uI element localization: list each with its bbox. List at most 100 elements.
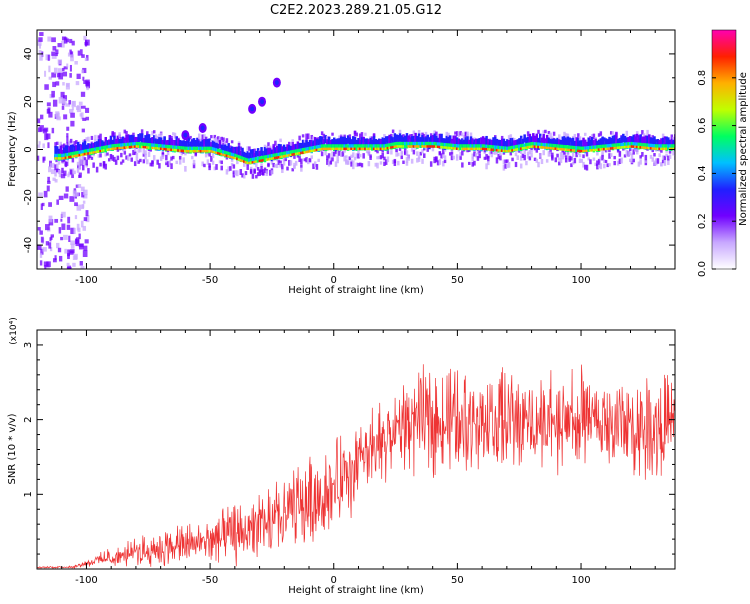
spectrogram-band-cell	[203, 139, 206, 149]
spectrogram-band-core	[435, 142, 438, 148]
spectrogram-band-peak	[492, 148, 495, 152]
colorbar-tick-label: 0.8	[697, 70, 708, 86]
spectrogram-halo-cell	[210, 155, 213, 162]
spectrogram-band-peak	[192, 149, 196, 153]
spectrogram-band-peak	[457, 147, 461, 151]
spectrogram-halo-cell	[208, 163, 211, 168]
spectrogram-noise-cell	[40, 236, 44, 243]
spectrogram-data	[37, 32, 675, 269]
spectrogram-halo-cell	[549, 147, 552, 154]
spectrogram-band-cell	[660, 138, 663, 150]
spectrogram-band-peak	[604, 147, 608, 151]
spectrogram-band-cell	[506, 139, 509, 151]
spectrogram-halo-cell	[336, 159, 339, 164]
spectrogram-band-cell	[305, 140, 308, 149]
spectrogram-band-peak	[289, 153, 293, 157]
spectrogram-band-peak	[599, 148, 603, 151]
spectrogram-noise-cell	[73, 227, 76, 235]
spectrogram-halo-cell	[478, 153, 481, 159]
spectrogram-halo-cell	[423, 153, 426, 158]
spectrogram-halo-cell	[294, 160, 298, 166]
spectrogram-band-peak	[102, 149, 106, 152]
spectrogram-halo-cell	[589, 136, 592, 140]
spectrogram-noise-cell	[62, 99, 67, 105]
spectrogram-band-cell	[625, 137, 629, 147]
spectrogram-halo-cell	[379, 155, 383, 160]
spectrogram-band-cell	[350, 139, 353, 150]
spectrogram-band-cell	[274, 147, 277, 159]
spectrogram-band-core	[102, 145, 106, 152]
spectrogram-band-cell	[601, 136, 604, 148]
spectrogram-halo-cell	[442, 148, 445, 155]
spectrogram-halo-cell	[253, 169, 256, 174]
spectrogram-band-peak	[229, 155, 232, 158]
spectrogram-band-peak	[564, 148, 568, 151]
spectrogram-band-core	[305, 147, 308, 153]
spectrogram-band-peak	[519, 147, 523, 150]
spectrogram-halo-cell	[654, 158, 658, 163]
spectrogram-band-cell	[101, 140, 104, 149]
spectrogram-band-cell	[615, 135, 618, 146]
spectrogram-band-core	[526, 142, 530, 149]
spectrogram-band-peak	[345, 147, 348, 151]
spectrogram-band-peak	[305, 150, 308, 154]
spectrogram-halo-cell	[184, 166, 187, 172]
spectrogram-noise-cell	[75, 239, 80, 247]
spectrogram-band-peak	[307, 150, 310, 153]
spectrogram-band-peak	[459, 147, 462, 151]
spectrogram-band-core	[256, 156, 260, 163]
spectrogram-noise-cell	[39, 53, 43, 61]
spectrogram-halo-cell	[448, 152, 452, 156]
spectrogram-band-peak	[549, 146, 552, 150]
spectrogram-band-peak	[575, 149, 578, 152]
spectrogram-band-peak	[355, 147, 359, 151]
spectrogram-band-core	[578, 146, 582, 153]
spectrogram-noise-cell	[38, 141, 41, 145]
spectrogram-band-peak	[561, 148, 564, 151]
spectrogram-halo-cell	[665, 153, 668, 157]
spectrogram-halo-cell	[369, 156, 372, 160]
spectrogram-halo-cell	[313, 161, 317, 167]
spectrogram-band-peak	[92, 151, 95, 154]
spectrogram-band-peak	[611, 147, 615, 150]
spectrogram-halo-cell	[357, 153, 360, 159]
spectrogram-band-core	[106, 145, 109, 151]
spectrogram-band-core	[514, 145, 518, 151]
spectrogram-band-cell	[149, 137, 153, 147]
spectrogram-halo-cell	[397, 152, 400, 157]
spectrogram-band-cell	[577, 138, 580, 150]
spectrogram-halo-cell	[629, 147, 632, 152]
spectrogram-band-peak	[480, 147, 483, 151]
spectrogram-noise-cell	[66, 262, 70, 267]
spectrogram-band-cell	[490, 139, 494, 149]
spectrogram-halo-cell	[416, 151, 419, 156]
spectrogram-halo-cell	[111, 131, 114, 137]
spectrogram-halo-cell	[338, 150, 341, 156]
spectrogram-band-cell	[204, 139, 208, 148]
page-title: C2E2.2023.289.21.05.G12	[270, 3, 442, 18]
spectrogram-band-peak	[632, 145, 635, 148]
spectrogram-band-core	[450, 143, 454, 151]
spectrogram-halo-cell	[300, 164, 303, 168]
spectrogram-halo-cell	[57, 169, 61, 175]
spectrogram-band-peak	[634, 145, 637, 149]
spectrogram-halo-cell	[435, 156, 438, 162]
spectrogram-halo-cell	[559, 152, 563, 158]
spectrogram-band-peak	[419, 145, 423, 148]
spectrogram-halo-cell	[378, 155, 381, 160]
spectrogram-noise-cell	[52, 99, 58, 107]
spectrogram-halo-cell	[172, 155, 175, 160]
spectrogram-noise-cell	[66, 126, 70, 131]
spectrogram-band-peak	[331, 147, 334, 151]
spectrogram-band-core	[471, 144, 474, 151]
spectrogram-band-peak	[438, 145, 442, 149]
spectrogram-halo-cell	[469, 132, 473, 138]
spectrogram-blob-core	[250, 106, 255, 112]
spectrogram-band-core	[604, 144, 608, 150]
spectrogram-halo-cell	[83, 157, 87, 161]
spectrogram-band-cell	[307, 141, 310, 151]
spectrogram-band-core	[665, 144, 668, 151]
spectrogram-halo-cell	[109, 153, 113, 160]
spectrogram-band-cell	[372, 136, 376, 145]
spectrogram-band-peak	[493, 148, 497, 152]
